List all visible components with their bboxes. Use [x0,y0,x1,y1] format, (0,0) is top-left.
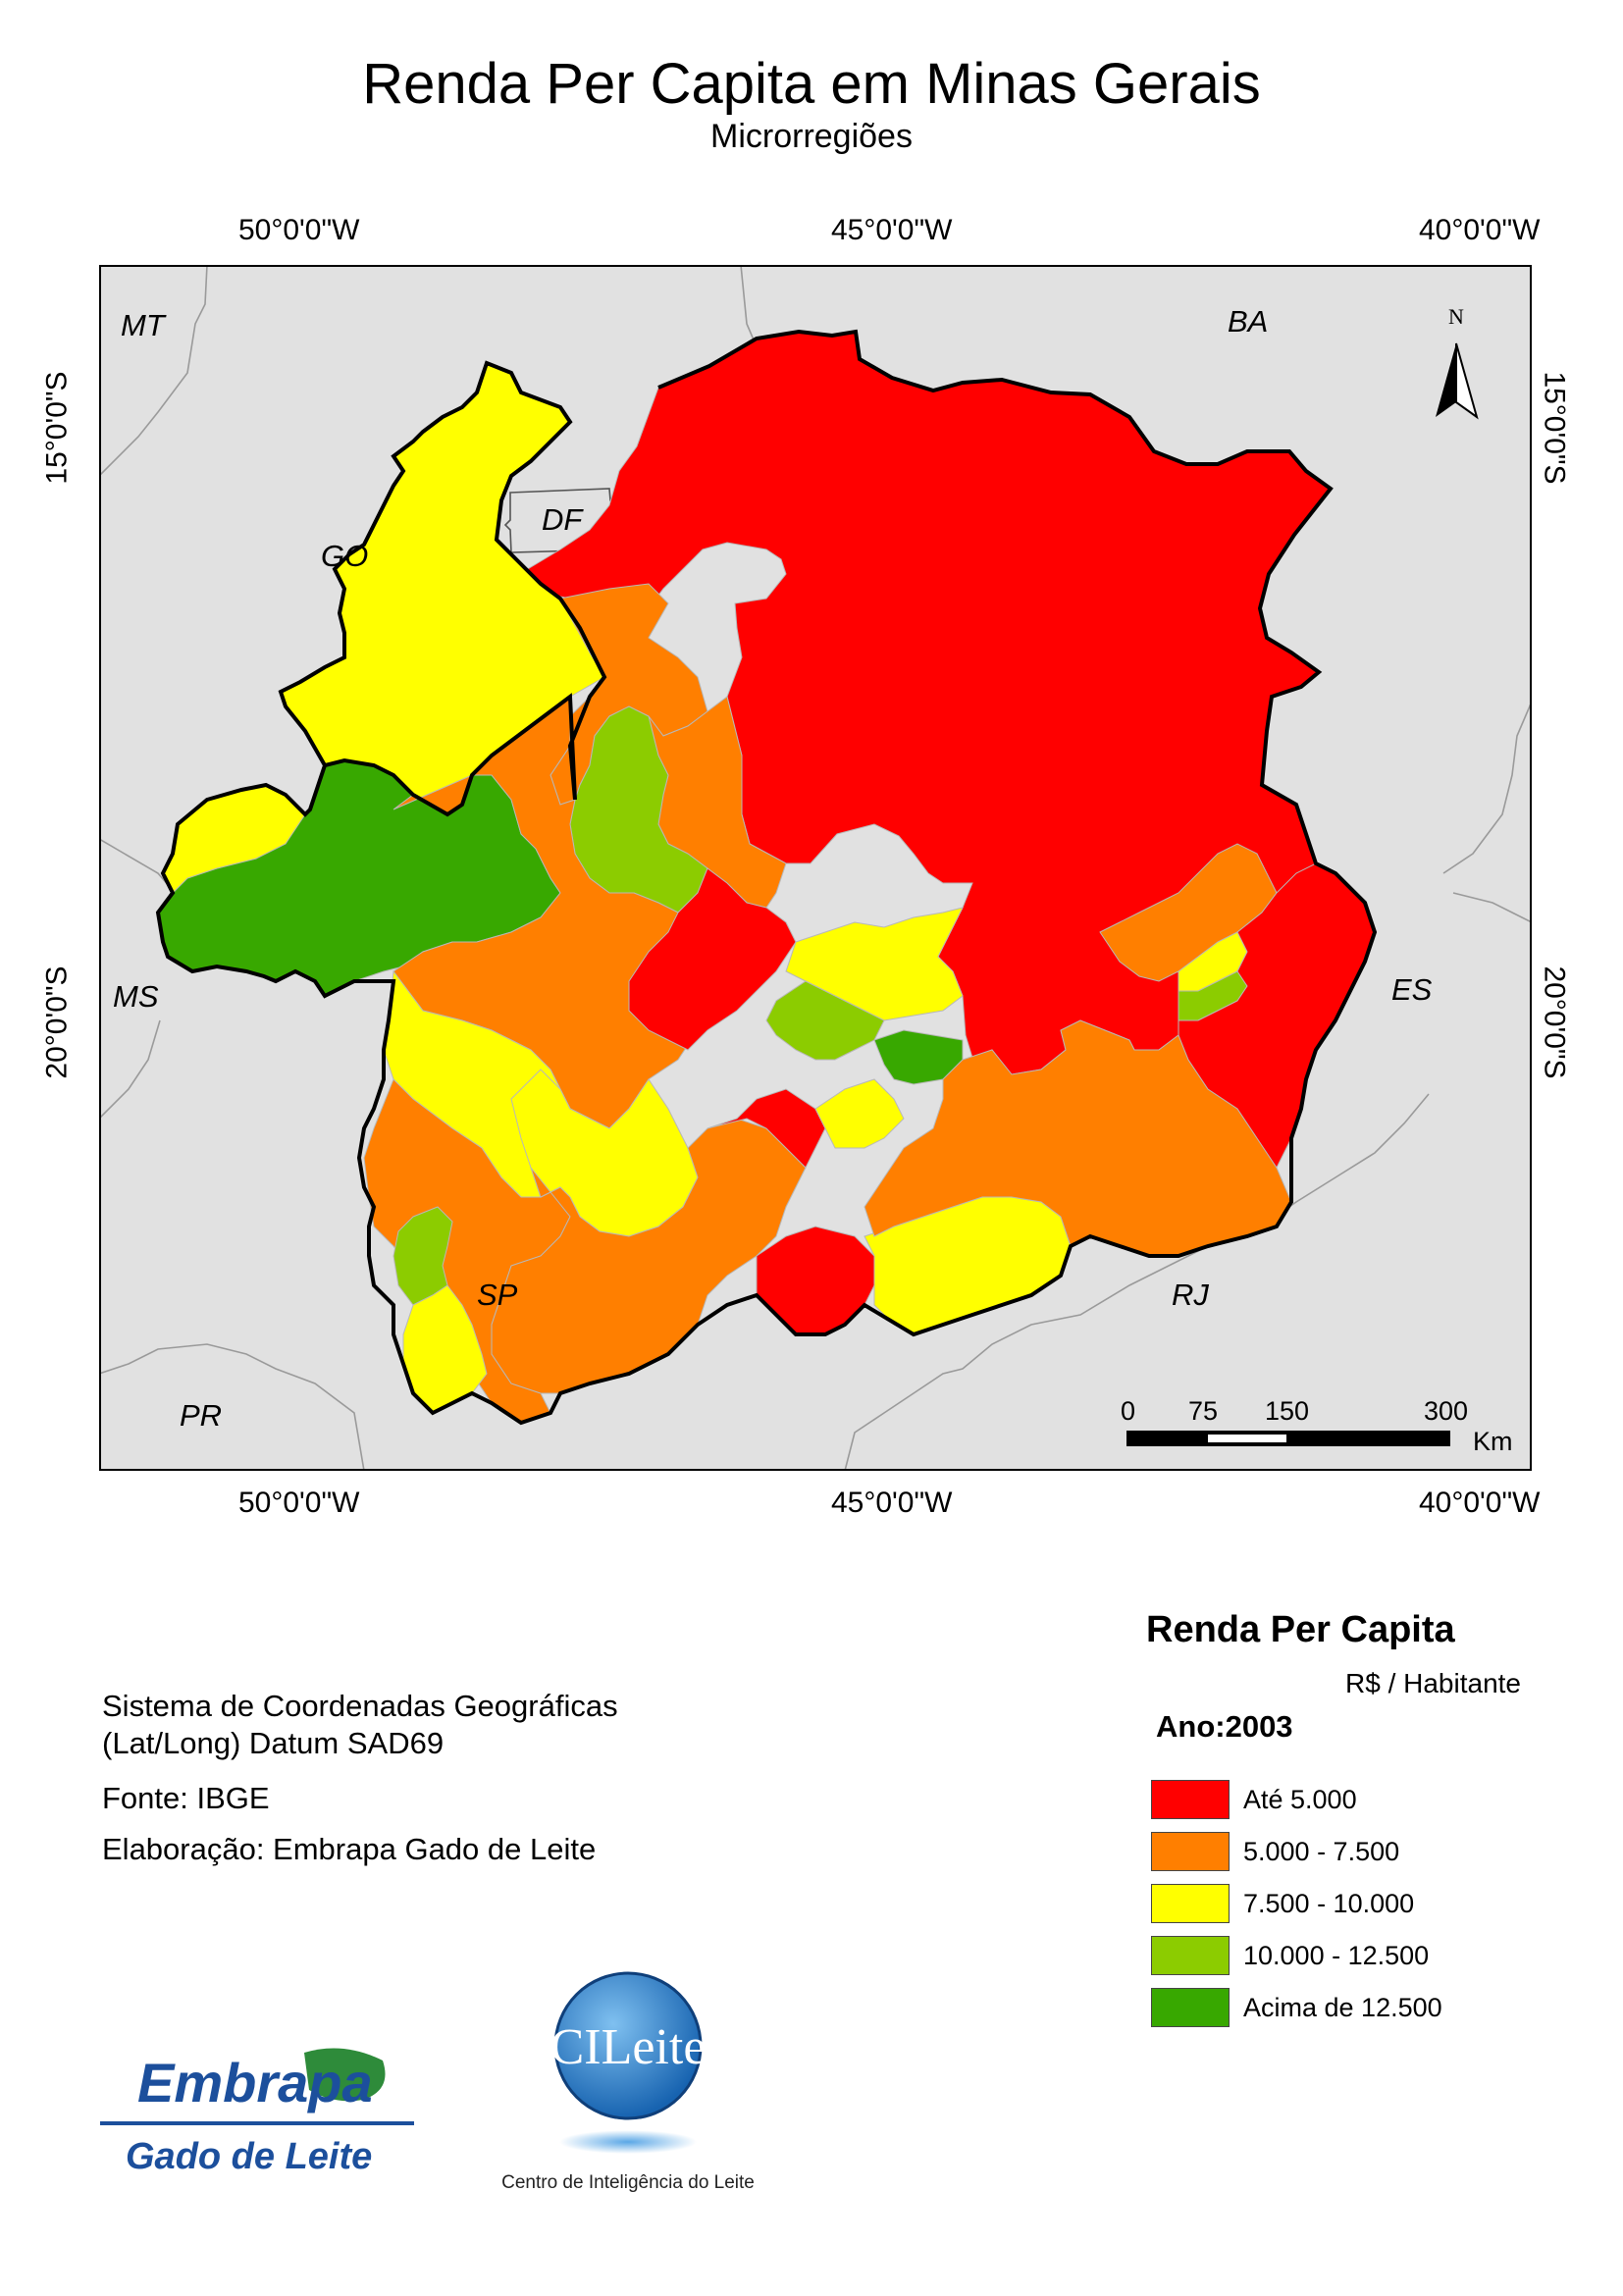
state-label-mt: MT [121,308,167,342]
scale-unit: Km [1473,1427,1513,1456]
region-red-south [707,1088,826,1169]
map-subtitle: Microrregiões [710,118,913,155]
region-orange-center-south [491,1118,807,1394]
legend-swatch [1151,1884,1230,1923]
legend-label: Até 5.000 [1243,1784,1357,1814]
legend-swatch [1151,1780,1230,1819]
state-label-sp: SP [477,1278,518,1312]
region-lightgreen-east [765,980,885,1061]
lat-label-right-20: 20°0'0"S [1538,965,1571,1079]
state-label-df: DF [542,502,584,537]
legend-title: Renda Per Capita [1146,1609,1455,1650]
state-label-ms: MS [113,979,159,1014]
lon-label-bottom-40: 40°0'0"W [1419,1487,1541,1519]
map-title: Renda Per Capita em Minas Gerais [362,52,1261,116]
scale-tick-300: 300 [1424,1396,1468,1426]
scale-tick-150: 150 [1265,1396,1309,1426]
legend-swatch [1151,1832,1230,1871]
scale-bar: 0 75 150 300 Km [1121,1396,1513,1456]
legend-label: 5.000 - 7.500 [1243,1836,1400,1866]
state-label-rj: RJ [1172,1278,1209,1312]
mg-outline [155,329,1378,1426]
legend-year: Ano:2003 [1156,1709,1293,1744]
scale-tick-75: 75 [1188,1396,1218,1426]
legend-label: 7.500 - 10.000 [1243,1888,1415,1918]
crs-line-2: (Lat/Long) Datum SAD69 [102,1726,445,1760]
north-arrow-icon [1436,342,1479,420]
lat-label-right-15: 15°0'0"S [1538,371,1571,485]
north-label: N [1448,304,1464,329]
embrapa-logo: Embrapa Gado de Leite [100,2048,414,2177]
cileite-sub: Centro de Inteligência do Leite [501,2172,755,2193]
region-red-center [628,867,797,1051]
region-yellow-east3 [814,1078,905,1149]
cileite-logo: CILeite Centro de Inteligência do Leite [501,1971,755,2193]
lon-label-top-50: 50°0'0"W [238,214,360,246]
crs-line-1: Sistema de Coordenadas Geográficas [102,1689,618,1723]
lon-label-top-45: 45°0'0"W [831,214,953,246]
legend-label: Acima de 12.500 [1243,1992,1442,2022]
legend-item: 10.000 - 12.500 [1151,1936,1429,1975]
source-text: Fonte: IBGE [102,1781,270,1815]
legend-unit: R$ / Habitante [1345,1668,1521,1698]
legend-item: Acima de 12.500 [1151,1988,1442,2027]
legend-item: Até 5.000 [1151,1780,1357,1819]
legend-label: 10.000 - 12.500 [1243,1940,1430,1970]
author-text: Elaboração: Embrapa Gado de Leite [102,1832,597,1866]
lat-label-left-20: 20°0'0"S [40,965,74,1079]
legend-swatch [1151,1988,1230,2027]
legend-item: 7.500 - 10.000 [1151,1884,1414,1923]
lat-label-left-15: 15°0'0"S [40,371,74,485]
embrapa-sub: Gado de Leite [126,2136,372,2177]
map-frame: MT BA GO DF MS ES SP RJ PR N 0 75 150 30… [99,265,1532,1471]
embrapa-wordmark: Embrapa [137,2052,373,2113]
lon-label-top-40: 40°0'0"W [1419,214,1541,246]
state-label-pr: PR [180,1398,222,1433]
lon-label-bottom-50: 50°0'0"W [238,1487,360,1519]
mg-microregions [157,331,1376,1424]
lon-label-bottom-45: 45°0'0"W [831,1487,953,1519]
state-label-go: GO [321,539,368,573]
state-label-ba: BA [1228,304,1268,339]
cileite-wordmark: CILeite [550,2019,707,2075]
region-orange-east [1099,843,1278,982]
legend-swatch [1151,1936,1230,1975]
legend-item: 5.000 - 7.500 [1151,1832,1399,1871]
scale-tick-0: 0 [1121,1396,1135,1426]
state-label-es: ES [1391,972,1433,1007]
